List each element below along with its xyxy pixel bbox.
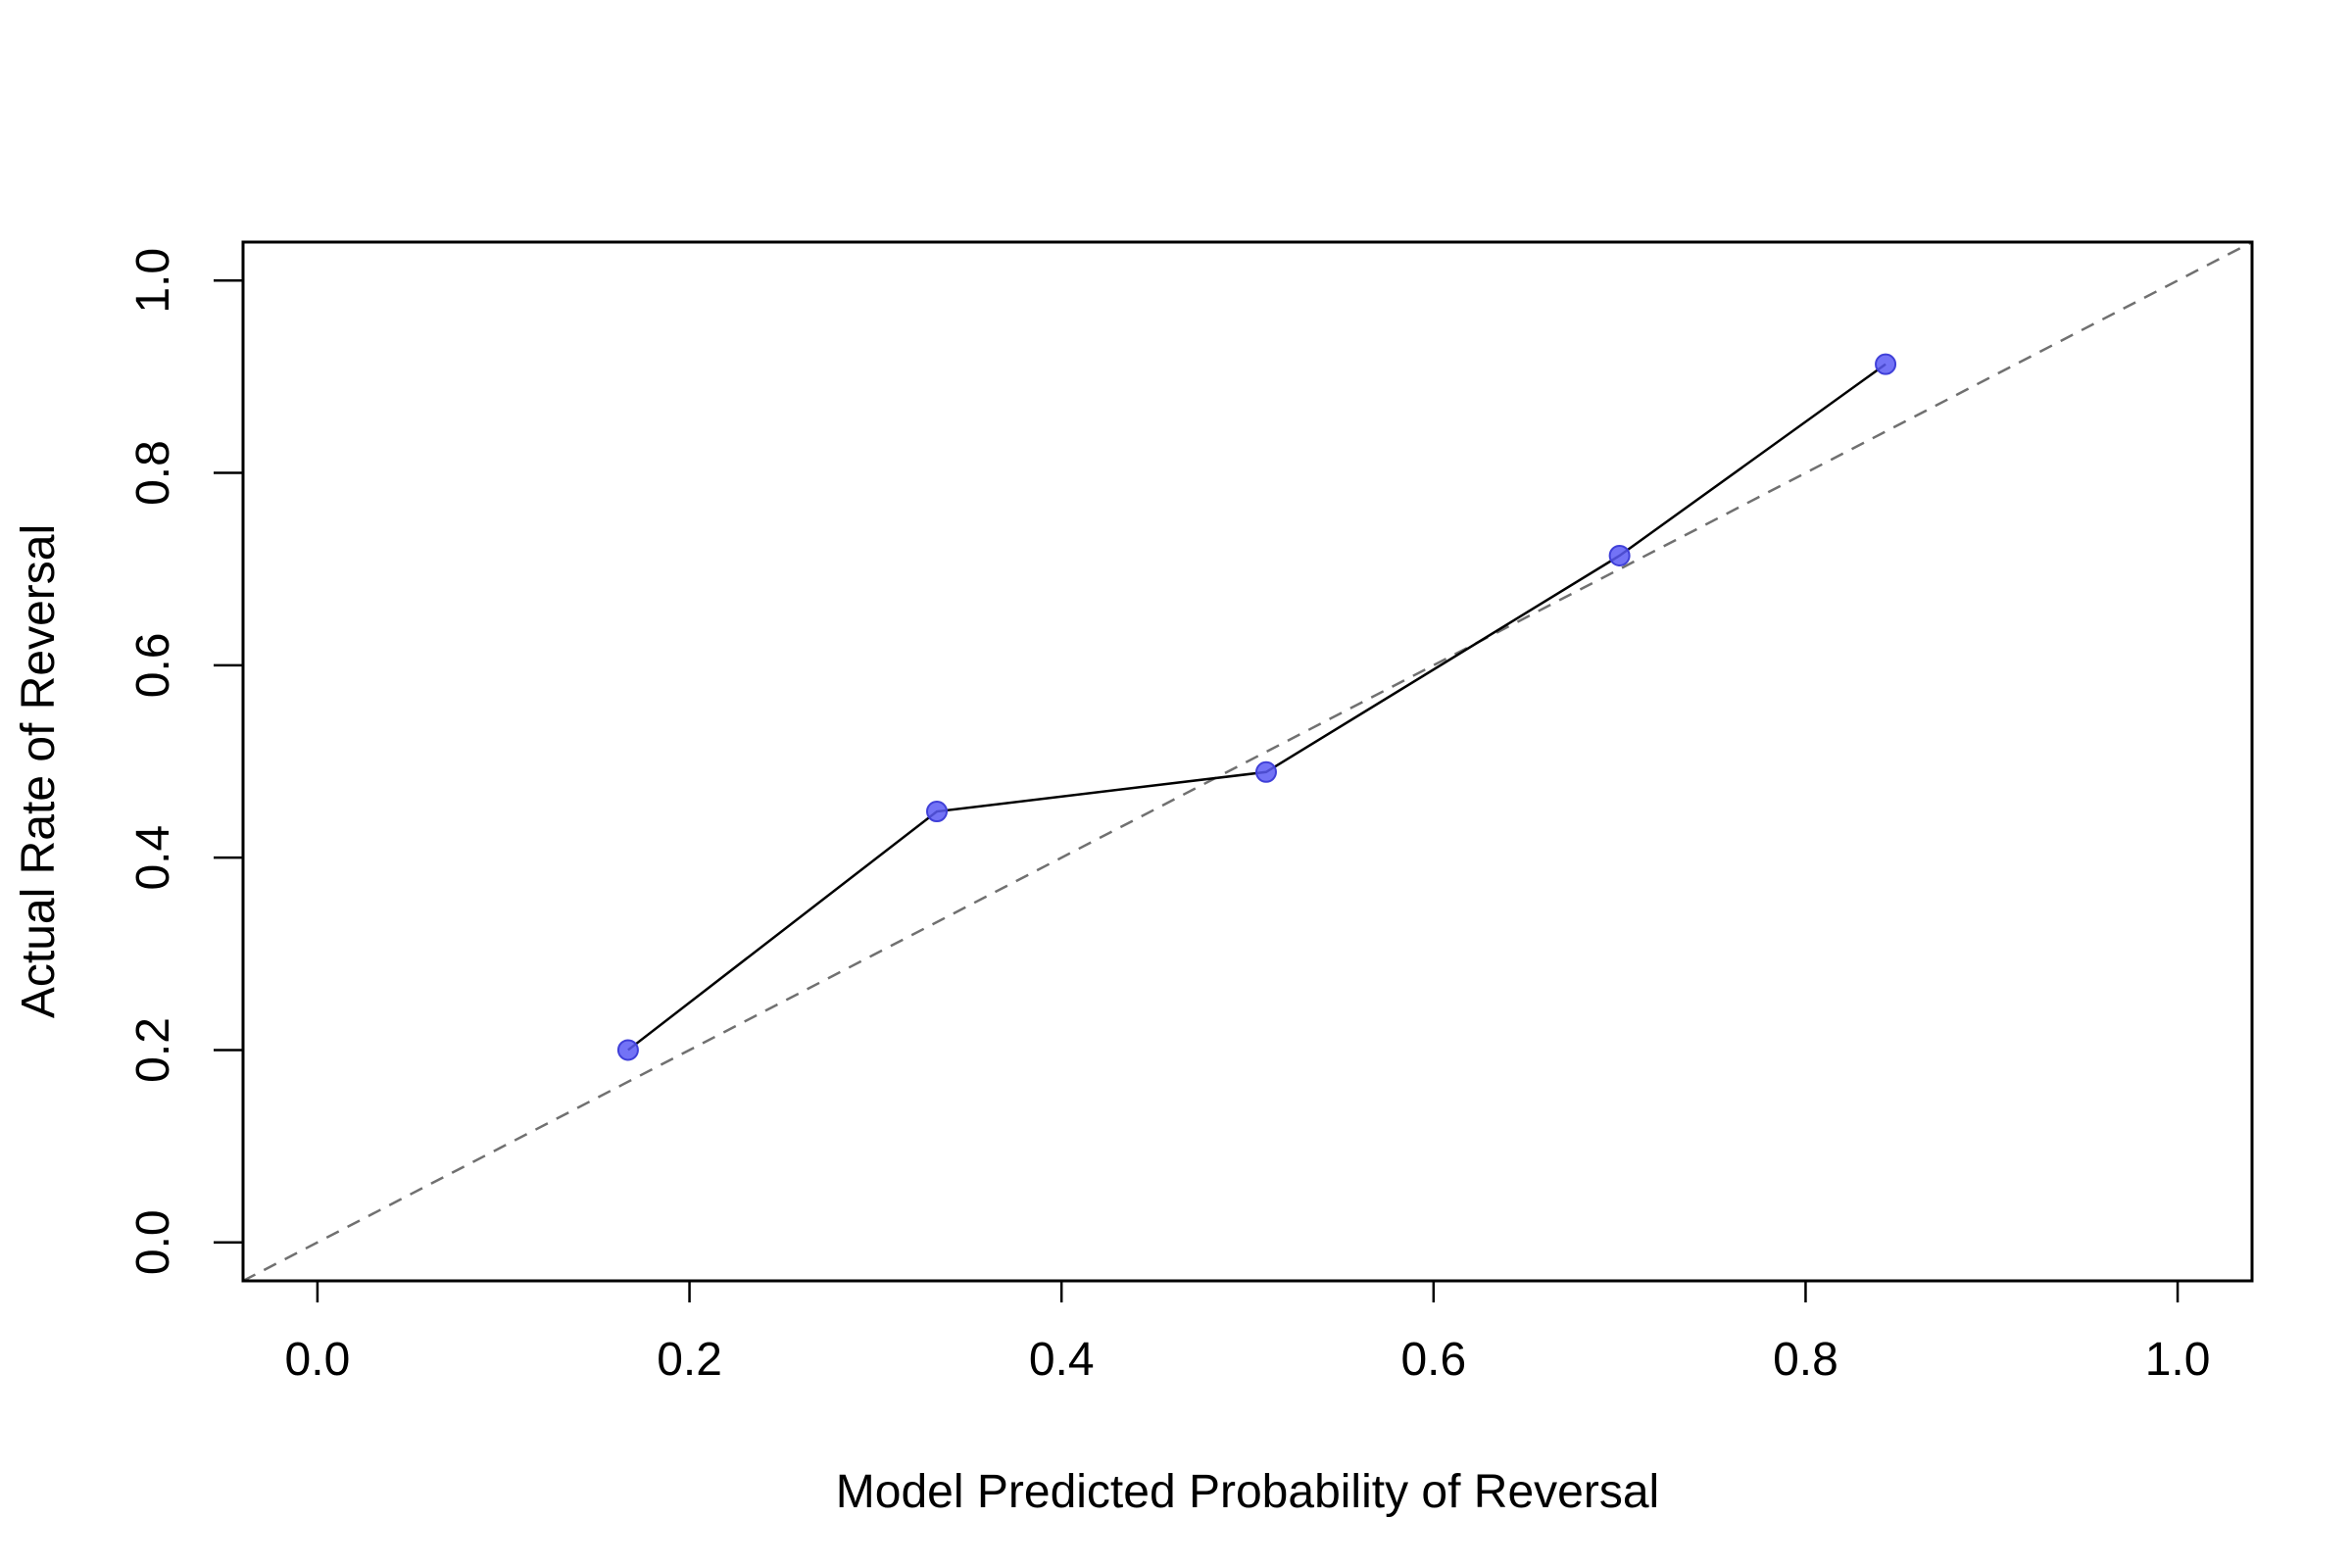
x-tick-label: 0.2	[657, 1334, 722, 1386]
y-tick-label: 0.8	[127, 440, 179, 506]
series-line	[627, 363, 1886, 1052]
data-point	[1875, 353, 1897, 375]
data-point	[1254, 760, 1277, 783]
x-tick-label: 0.6	[1400, 1334, 1466, 1386]
y-tick-label: 0.2	[127, 1017, 179, 1083]
x-tick-label: 1.0	[2145, 1334, 2211, 1386]
series-layer	[616, 353, 1897, 1061]
data-point	[1608, 544, 1631, 566]
x-tick-label: 0.4	[1029, 1334, 1095, 1386]
x-tick-label: 0.8	[1773, 1334, 1838, 1386]
reference-layer	[243, 242, 2252, 1281]
y-tick-label: 0.4	[127, 825, 179, 891]
x-tick-label: 0.0	[285, 1334, 351, 1386]
x-axis-title: Model Predicted Probability of Reversal	[836, 1466, 1659, 1518]
y-tick-label: 0.6	[127, 632, 179, 698]
y-axis: 0.0 0.2 0.4 0.6 0.8 1.0	[127, 248, 243, 1275]
reference-diagonal-line	[243, 242, 2252, 1281]
x-axis: 0.0 0.2 0.4 0.6 0.8 1.0	[285, 1279, 2211, 1386]
data-point	[926, 801, 949, 823]
y-tick-label: 0.0	[127, 1209, 179, 1275]
y-tick-label: 1.0	[127, 248, 179, 314]
data-point	[616, 1039, 639, 1061]
y-axis-title: Actual Rate of Reversal	[13, 524, 65, 1018]
